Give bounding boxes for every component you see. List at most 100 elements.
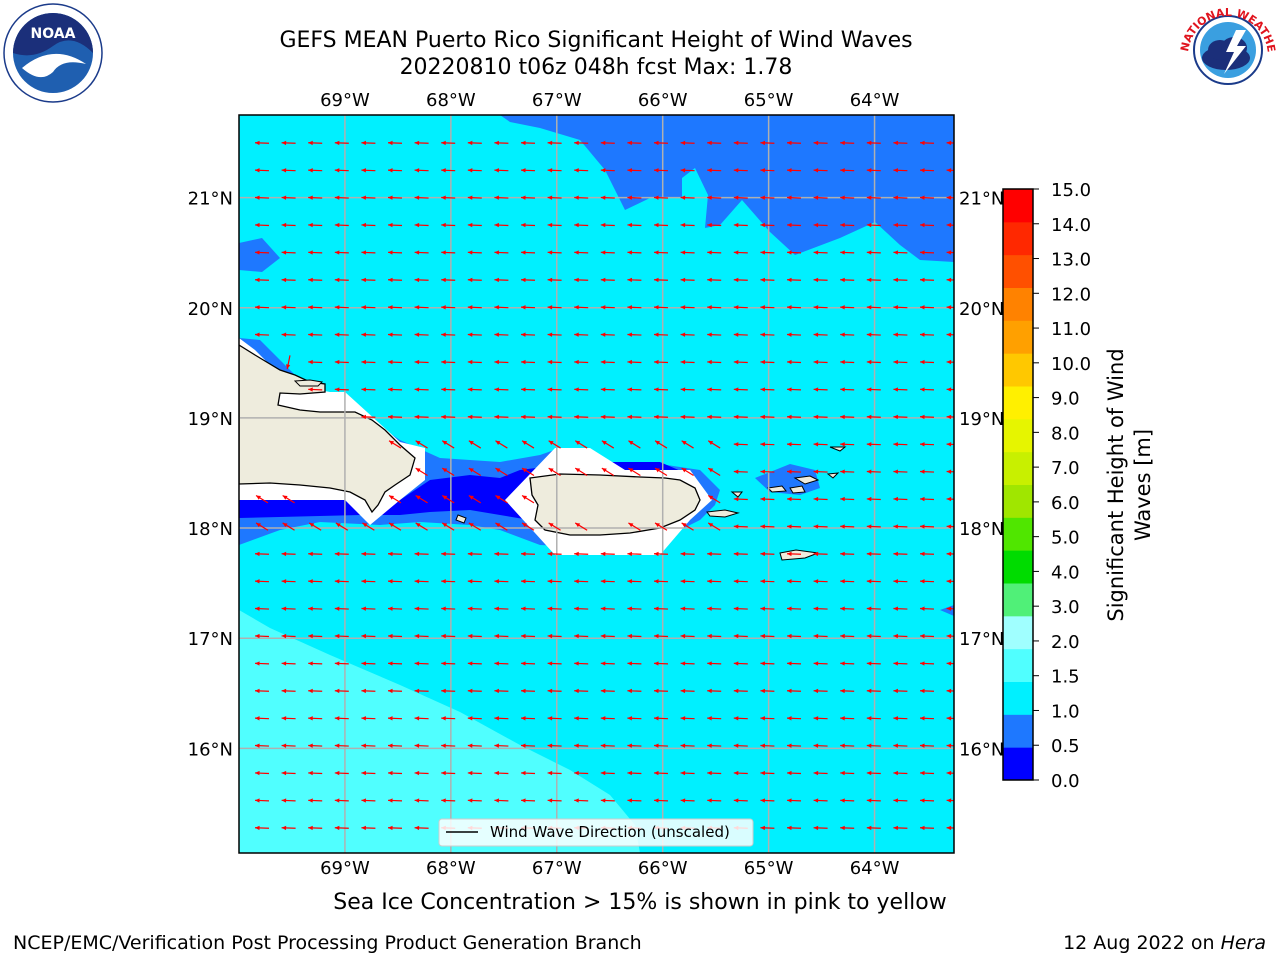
wave-direction-arrowhead [893, 442, 898, 447]
wave-direction-arrowhead [813, 469, 819, 474]
wave-direction-arrowhead [388, 633, 393, 639]
colorbar-tick-label: 14.0 [1051, 215, 1091, 236]
wave-direction-arrowhead [707, 716, 712, 721]
wave-direction-arrowhead [760, 140, 765, 146]
wave-direction-arrowhead [308, 359, 313, 365]
wave-direction-arrowhead [521, 606, 526, 611]
wave-direction-arrowhead [840, 414, 845, 420]
wave-direction-arrowhead [494, 140, 499, 146]
wave-direction-arrowhead [255, 168, 260, 173]
wave-direction-arrowhead [574, 743, 579, 748]
lat-label-right: 20°N [959, 299, 1004, 320]
map-field [239, 115, 954, 853]
wave-direction-arrowhead [760, 469, 765, 474]
wave-direction-arrowhead [707, 414, 712, 420]
wave-direction-arrowhead [388, 606, 393, 611]
wave-direction-arrowhead [414, 798, 420, 803]
sea-ice-note: Sea Ice Concentration > 15% is shown in … [333, 890, 947, 915]
wave-direction-arrowhead [733, 661, 739, 666]
wave-direction-arrowhead [308, 168, 313, 173]
wave-direction-arrowhead [866, 305, 872, 310]
wave-direction-arrowhead [654, 414, 659, 420]
wave-direction-arrowhead [281, 688, 287, 694]
wave-direction-arrowhead [920, 688, 925, 694]
wave-direction-arrowhead [334, 222, 340, 228]
wave-direction-arrowhead [388, 688, 393, 694]
wave-direction-arrowhead [255, 551, 260, 557]
wave-direction-arrowhead [627, 332, 632, 337]
wave-direction-arrowhead [707, 195, 712, 200]
colorbar-swatch [1003, 550, 1033, 584]
wave-direction-arrowhead [494, 770, 499, 776]
wave-direction-arrowhead [494, 606, 499, 611]
wave-direction-arrowhead [521, 277, 526, 283]
wave-direction-arrowhead [574, 716, 579, 721]
colorbar-swatch [1003, 583, 1033, 617]
wave-direction-arrowhead [547, 743, 553, 748]
wave-direction-arrowhead [255, 606, 260, 611]
wave-direction-arrowhead [813, 633, 819, 639]
wave-direction-arrowhead [414, 633, 420, 639]
wave-direction-arrowhead [494, 277, 499, 283]
wave-direction-arrowhead [866, 606, 872, 611]
wave-direction-arrowhead [920, 579, 925, 584]
wave-direction-arrowhead [866, 222, 872, 228]
wave-direction-arrowhead [521, 633, 526, 639]
wave-direction-arrowhead [813, 606, 819, 611]
wave-direction-arrowhead [733, 442, 739, 447]
wave-direction-arrowhead [467, 798, 473, 803]
footer-credit: NCEP/EMC/Verification Post Processing Pr… [13, 932, 642, 954]
wave-direction-arrowhead [946, 195, 952, 200]
wave-direction-arrowhead [574, 633, 579, 639]
colorbar-tick-label: 2.0 [1051, 632, 1080, 653]
wave-direction-arrowhead [414, 387, 420, 392]
wave-direction-arrowhead [281, 551, 287, 557]
wave-direction-arrowhead [787, 140, 792, 146]
wave-direction-arrowhead [521, 250, 526, 255]
wave-direction-arrowhead [787, 195, 792, 200]
wave-direction-arrowhead [547, 551, 553, 557]
wave-direction-arrowhead [733, 716, 739, 721]
wave-direction-arrowhead [574, 387, 579, 392]
lat-label-left: 20°N [188, 299, 233, 320]
wave-direction-arrowhead [627, 716, 632, 721]
wave-direction-arrowhead [600, 579, 606, 584]
wave-direction-arrowhead [920, 414, 925, 420]
wave-direction-arrowhead [547, 661, 553, 666]
wave-direction-arrowhead [334, 688, 340, 694]
wave-direction-arrowhead [920, 661, 925, 666]
noaa-logo: NOAA [2, 2, 104, 108]
wave-direction-arrowhead [787, 277, 792, 283]
wave-direction-arrowhead [787, 606, 792, 611]
wave-direction-arrowhead [920, 633, 925, 639]
wave-direction-arrowhead [282, 495, 288, 500]
colorbar-swatch [1003, 648, 1033, 682]
wave-direction-arrowhead [467, 140, 473, 146]
wave-direction-arrowhead [389, 522, 395, 528]
wave-direction-arrowhead [787, 716, 792, 721]
wave-direction-arrowhead [441, 387, 446, 392]
wave-direction-arrowhead [281, 140, 287, 146]
wave-direction-arrowhead [494, 716, 499, 721]
wave-direction-arrowhead [866, 716, 872, 721]
wave-direction-arrowhead [628, 522, 634, 528]
wave-direction-arrowhead [441, 168, 446, 173]
wave-direction-arrowhead [334, 305, 340, 310]
colorbar-tick-label: 7.0 [1051, 458, 1080, 479]
wave-direction-arrowhead [760, 442, 765, 447]
wave-direction-arrowhead [285, 364, 291, 370]
wave-direction-arrowhead [494, 743, 499, 748]
wave-direction-arrowhead [334, 579, 340, 584]
wave-direction-arrowhead [388, 414, 393, 420]
wave-direction-arrowhead [600, 387, 606, 392]
wave-direction-arrowhead [600, 222, 606, 228]
wave-direction-arrowhead [707, 168, 712, 173]
wave-direction-arrowhead [760, 798, 765, 803]
wave-direction-arrowhead [893, 551, 898, 557]
wave-direction-arrowhead [308, 688, 313, 694]
wave-direction-arrowhead [521, 332, 526, 337]
wave-direction-arrowhead [946, 798, 952, 803]
wave-direction-arrowhead [760, 633, 765, 639]
lon-label-top: 68°W [426, 90, 476, 111]
wave-direction-arrowhead [361, 551, 366, 557]
